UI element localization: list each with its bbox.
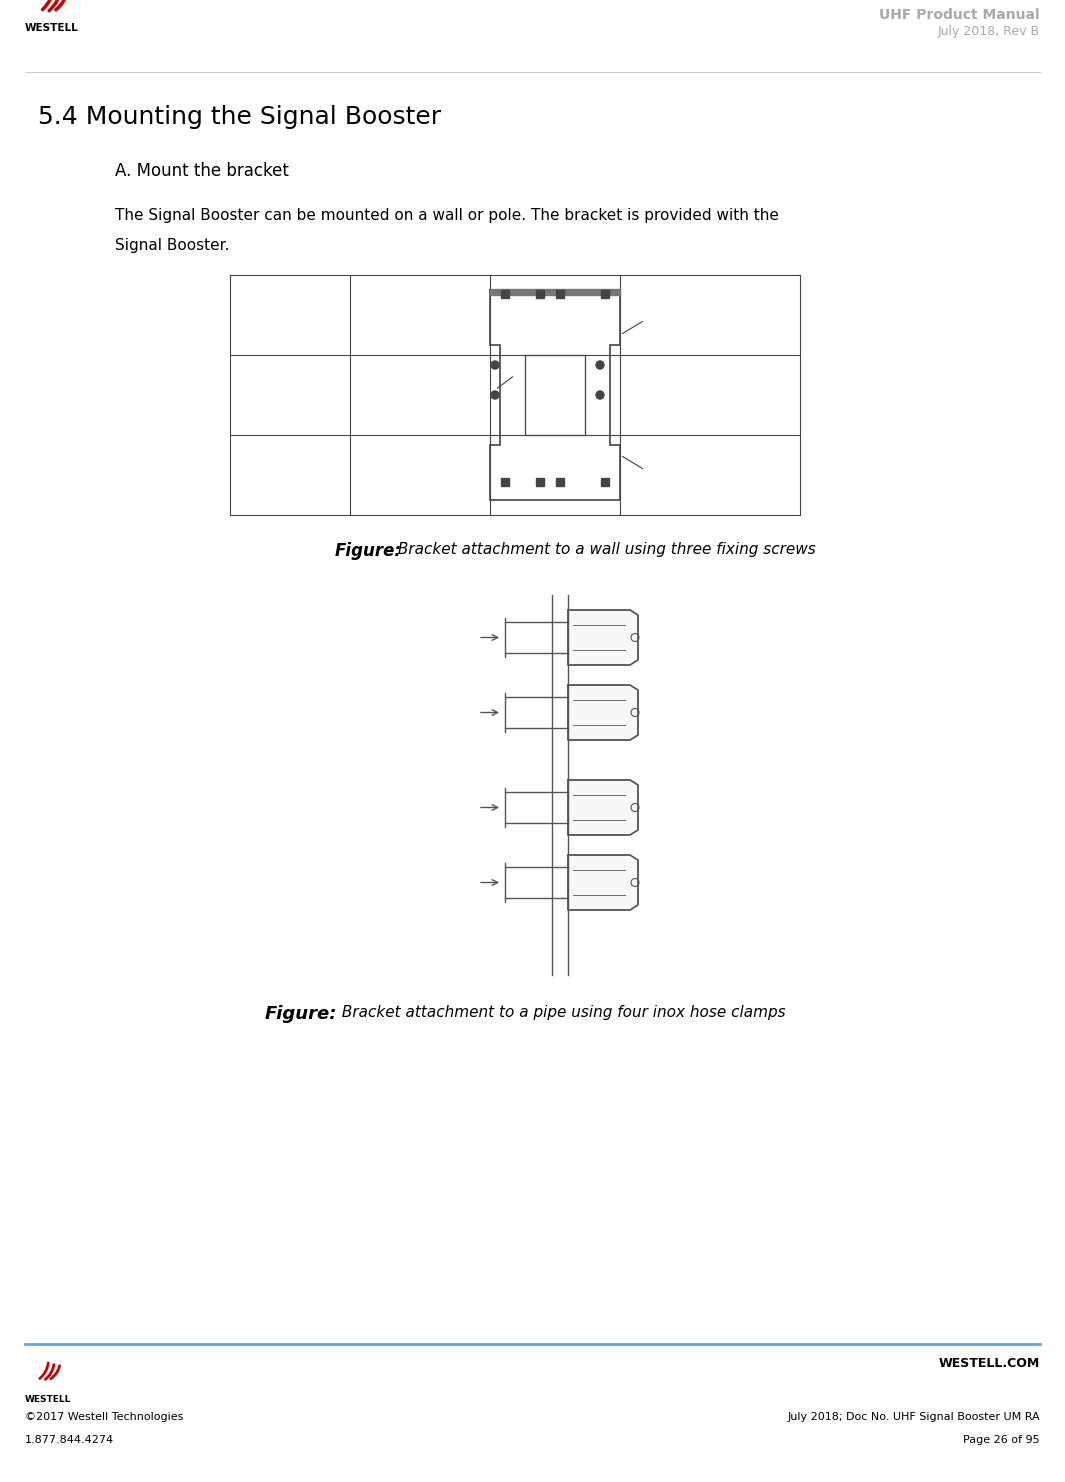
- Bar: [601, 290, 609, 298]
- Polygon shape: [568, 611, 638, 665]
- Text: July 2018; Doc No. UHF Signal Booster UM RA: July 2018; Doc No. UHF Signal Booster UM…: [787, 1412, 1041, 1423]
- FancyArrowPatch shape: [51, 1366, 60, 1378]
- FancyArrowPatch shape: [45, 1365, 54, 1380]
- Bar: [536, 290, 544, 298]
- Text: July 2018, Rev B: July 2018, Rev B: [938, 25, 1041, 39]
- FancyArrowPatch shape: [39, 1363, 48, 1378]
- Text: A. Mount the bracket: A. Mount the bracket: [115, 162, 289, 179]
- Polygon shape: [568, 780, 638, 834]
- Circle shape: [491, 362, 499, 369]
- Text: Bracket attachment to a wall using three fixing screws: Bracket attachment to a wall using three…: [393, 542, 816, 557]
- Text: Figure:: Figure:: [265, 1005, 338, 1023]
- Bar: [556, 479, 564, 486]
- Text: 1.877.844.4274: 1.877.844.4274: [24, 1435, 114, 1445]
- Polygon shape: [568, 685, 638, 740]
- Bar: [490, 289, 620, 295]
- Text: 5.4 Mounting the Signal Booster: 5.4 Mounting the Signal Booster: [38, 105, 441, 129]
- FancyArrowPatch shape: [49, 0, 61, 10]
- Text: Page 26 of 95: Page 26 of 95: [964, 1435, 1041, 1445]
- Text: Signal Booster.: Signal Booster.: [115, 239, 229, 253]
- Text: ©2017 Westell Technologies: ©2017 Westell Technologies: [24, 1412, 183, 1423]
- Circle shape: [596, 362, 604, 369]
- Text: WESTELL: WESTELL: [24, 24, 79, 33]
- Circle shape: [491, 391, 499, 399]
- Text: WESTELL.COM: WESTELL.COM: [938, 1358, 1041, 1369]
- Text: Bracket attachment to a pipe using four inox hose clamps: Bracket attachment to a pipe using four …: [337, 1005, 786, 1020]
- Bar: [601, 479, 609, 486]
- Bar: [536, 479, 544, 486]
- Bar: [501, 290, 509, 298]
- FancyArrowPatch shape: [43, 0, 53, 9]
- Bar: [501, 479, 509, 486]
- Text: The Signal Booster can be mounted on a wall or pole. The bracket is provided wit: The Signal Booster can be mounted on a w…: [115, 207, 779, 222]
- Bar: [556, 290, 564, 298]
- Circle shape: [596, 391, 604, 399]
- Text: Figure:: Figure:: [335, 542, 402, 560]
- Text: WESTELL: WESTELL: [24, 1395, 71, 1403]
- Polygon shape: [568, 855, 638, 910]
- Text: UHF Product Manual: UHF Product Manual: [880, 7, 1041, 22]
- FancyArrowPatch shape: [55, 0, 68, 10]
